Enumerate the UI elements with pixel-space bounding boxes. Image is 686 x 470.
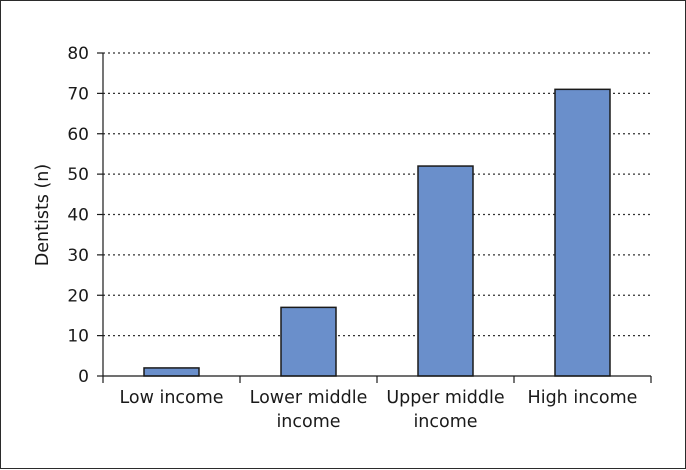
x-category-label-line: High income bbox=[528, 388, 638, 408]
x-category-label-line: income bbox=[413, 412, 477, 432]
bar bbox=[417, 165, 474, 377]
x-category-label: Lower middle income bbox=[250, 388, 368, 432]
y-tick-label: 0 bbox=[78, 367, 89, 387]
y-tick-label: 80 bbox=[67, 44, 89, 64]
y-tick-label: 60 bbox=[67, 125, 89, 145]
y-tick-label: 50 bbox=[67, 165, 89, 185]
bar bbox=[280, 306, 337, 377]
y-tick-label: 20 bbox=[67, 286, 89, 306]
bar bbox=[143, 367, 200, 377]
x-category-label-line: Low income bbox=[119, 388, 223, 408]
y-tick-label: 10 bbox=[67, 327, 89, 347]
y-axis-title: Dentists (n) bbox=[33, 164, 53, 266]
y-tick-label: 30 bbox=[67, 246, 89, 266]
y-tick-label: 70 bbox=[67, 84, 89, 104]
x-category-label-line: Upper middle bbox=[386, 388, 504, 408]
x-category-label: Low income bbox=[119, 388, 223, 408]
y-tick-label: 40 bbox=[67, 206, 89, 226]
x-category-label-line: Lower middle bbox=[250, 388, 368, 408]
bar bbox=[554, 88, 611, 377]
x-category-label-line: income bbox=[276, 412, 340, 432]
x-category-label: Upper middle income bbox=[386, 388, 504, 432]
x-category-label: High income bbox=[528, 388, 638, 408]
